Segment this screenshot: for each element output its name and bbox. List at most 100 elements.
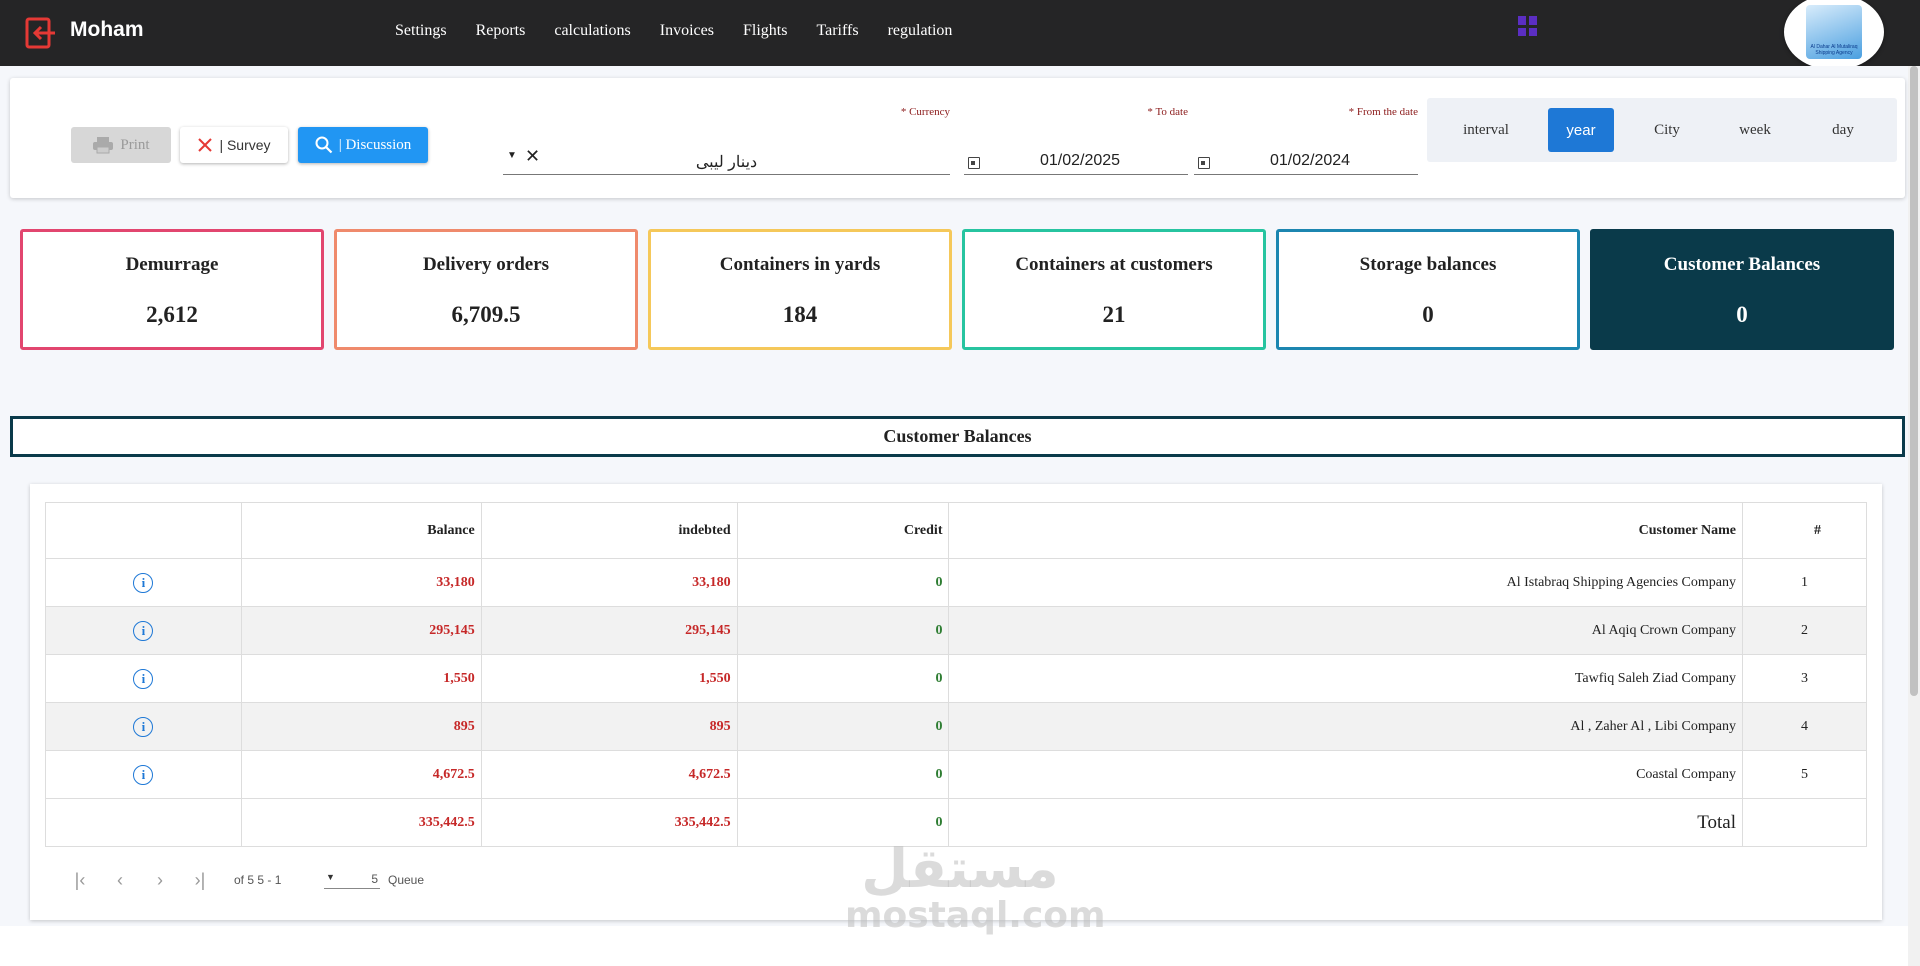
cell-customer-name: Al Aqiq Crown Company xyxy=(948,606,1743,655)
next-page-icon[interactable]: › xyxy=(157,869,163,890)
cell-credit: 0 xyxy=(736,702,950,751)
nav-settings[interactable]: Settings xyxy=(395,22,447,39)
print-button[interactable]: Print xyxy=(71,127,171,163)
to-date-underline xyxy=(964,174,1188,175)
calendar-icon[interactable] xyxy=(1198,157,1210,169)
cell-credit: 0 xyxy=(736,558,950,607)
nav-calculations[interactable]: calculations xyxy=(554,22,631,39)
stat-title: Containers at customers xyxy=(1015,254,1213,275)
nav-invoices[interactable]: Invoices xyxy=(659,22,714,39)
calendar-icon[interactable] xyxy=(968,157,980,169)
toggle-day[interactable]: day xyxy=(1832,121,1854,138)
page-range: of 5 5 - 1 xyxy=(234,873,282,887)
nav-regulation[interactable]: regulation xyxy=(887,22,953,39)
cell-indebted: 895 xyxy=(480,702,738,751)
nav-tariffs[interactable]: Tariffs xyxy=(816,22,859,39)
to-date-value: 01/02/2025 xyxy=(1040,152,1121,169)
discussion-button[interactable]: | Discussion xyxy=(298,127,428,163)
currency-underline xyxy=(503,174,950,175)
stat-title: Containers in yards xyxy=(719,254,881,275)
first-page-icon[interactable]: |‹ xyxy=(74,869,86,890)
nav-reports[interactable]: Reports xyxy=(475,22,526,39)
row-action: i xyxy=(45,654,242,703)
cell-num: 1 xyxy=(1742,558,1867,607)
cell-customer-name: Tawfiq Saleh Ziad Company xyxy=(948,654,1743,703)
survey-button[interactable]: | Survey xyxy=(180,127,288,163)
last-page-icon[interactable]: ›| xyxy=(194,869,206,890)
toggle-city[interactable]: City xyxy=(1654,121,1680,138)
total-empty xyxy=(45,798,242,847)
stat-card-storage-balances[interactable]: Storage balances 0 xyxy=(1276,229,1580,350)
cell-customer-name: Al , Zaher Al , Libi Company xyxy=(948,702,1743,751)
page-size-select[interactable]: ▼ 5 xyxy=(324,872,380,889)
cell-balance: 4,672.5 xyxy=(240,750,482,799)
row-action: i xyxy=(45,702,242,751)
from-date-value: 01/02/2024 xyxy=(1270,152,1351,169)
header-indebted[interactable]: indebted xyxy=(480,502,738,559)
toggle-interval[interactable]: interval xyxy=(1463,121,1509,138)
from-date-field[interactable]: * From the date 01/02/2024 xyxy=(1194,106,1418,178)
stat-value: 0 xyxy=(1422,302,1434,327)
to-date-field[interactable]: * To date 01/02/2025 xyxy=(964,106,1188,178)
logo-text: Al Dahar Al Mutaliraq Shipping Agency xyxy=(1810,44,1858,56)
clear-icon[interactable]: ✕ xyxy=(525,146,541,167)
table-total-row: 335,442.5 335,442.5 0 Total xyxy=(45,798,1867,847)
cell-balance: 33,180 xyxy=(240,558,482,607)
section-title: Customer Balances xyxy=(10,416,1905,457)
customer-balances-table: Balance indebted Credit Customer Name # … xyxy=(45,502,1867,847)
info-icon[interactable]: i xyxy=(133,620,154,641)
brand-name[interactable]: Moham xyxy=(70,18,144,41)
info-icon[interactable]: i xyxy=(133,764,154,785)
page-scrollbar[interactable] xyxy=(1908,66,1920,966)
info-icon[interactable]: i xyxy=(133,572,154,593)
close-x-icon xyxy=(198,138,213,152)
stat-card-containers-in-yards[interactable]: Containers in yards 184 xyxy=(648,229,952,350)
print-label: Print xyxy=(120,136,150,153)
toggle-year[interactable]: year xyxy=(1548,108,1614,152)
nav-flights[interactable]: Flights xyxy=(742,22,788,39)
period-toggle-group: interval year City week day xyxy=(1427,98,1897,162)
stat-value: 2,612 xyxy=(146,302,198,327)
table-pagination: |‹ ‹ › ›| of 5 5 - 1 ▼ 5 Queue xyxy=(60,868,424,892)
stat-title: Customer Balances xyxy=(1663,254,1821,275)
stat-card-delivery-orders[interactable]: Delivery orders 6,709.5 xyxy=(334,229,638,350)
stat-card-containers-at-customers[interactable]: Containers at customers 21 xyxy=(962,229,1266,350)
header-credit[interactable]: Credit xyxy=(736,502,950,559)
cell-balance: 295,145 xyxy=(240,606,482,655)
cell-num: 4 xyxy=(1742,702,1867,751)
header-balance[interactable]: Balance xyxy=(240,502,482,559)
toggle-week[interactable]: week xyxy=(1739,121,1771,138)
page-size-value: 5 xyxy=(371,871,378,886)
cell-num: 2 xyxy=(1742,606,1867,655)
currency-select[interactable]: * Currency ▼ ✕ دينار ليبى xyxy=(503,106,950,178)
from-date-underline xyxy=(1194,174,1418,175)
currency-label: * Currency xyxy=(900,106,950,118)
table-row: i 33,180 33,180 0 Al Istabraq Shipping A… xyxy=(45,558,1867,607)
cell-credit: 0 xyxy=(736,750,950,799)
company-logo[interactable]: Al Dahar Al Mutaliraq Shipping Agency xyxy=(1784,0,1884,70)
cell-balance: 1,550 xyxy=(240,654,482,703)
logout-icon[interactable] xyxy=(24,16,58,50)
filter-panel: Print | Survey | Discussion * Currency ▼… xyxy=(10,78,1905,198)
prev-page-icon[interactable]: ‹ xyxy=(117,869,123,890)
header-customer-name[interactable]: Customer Name xyxy=(948,502,1743,559)
dropdown-arrow-icon[interactable]: ▼ xyxy=(507,150,517,161)
to-date-label: * To date xyxy=(1147,106,1188,118)
total-indebted: 335,442.5 xyxy=(480,798,738,847)
stat-value: 21 xyxy=(1102,302,1126,327)
apps-grid-icon[interactable] xyxy=(1518,16,1538,36)
header-num[interactable]: # xyxy=(1742,502,1867,559)
cell-indebted: 295,145 xyxy=(480,606,738,655)
total-credit: 0 xyxy=(736,798,950,847)
info-icon[interactable]: i xyxy=(133,716,154,737)
globe-logo-icon: Al Dahar Al Mutaliraq Shipping Agency xyxy=(1806,5,1862,59)
stat-title: Demurrage xyxy=(125,254,219,275)
info-icon[interactable]: i xyxy=(133,668,154,689)
stat-card-demurrage[interactable]: Demurrage 2,612 xyxy=(20,229,324,350)
header-actions xyxy=(45,502,242,559)
scrollbar-thumb[interactable] xyxy=(1910,66,1918,696)
chevron-down-icon: ▼ xyxy=(326,871,335,882)
stat-card-customer-balances[interactable]: Customer Balances 0 xyxy=(1590,229,1894,350)
total-balance: 335,442.5 xyxy=(240,798,482,847)
table-row: i 895 895 0 Al , Zaher Al , Libi Company… xyxy=(45,702,1867,751)
